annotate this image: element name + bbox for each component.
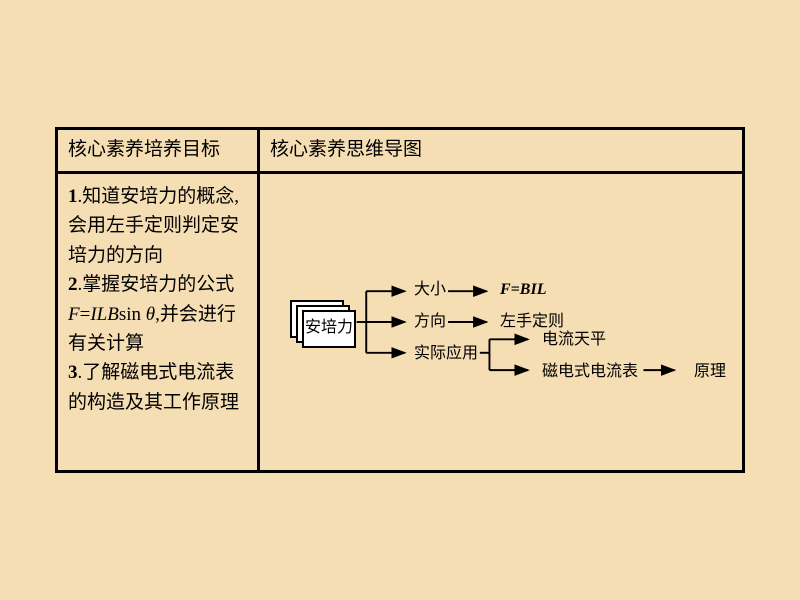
branch-app-sub1: 电流天平 <box>542 330 606 351</box>
objectives-text: 1.知道安培力的概念,会用左手定则判定安培力的方向2.掌握安培力的公式 F=IL… <box>68 182 247 418</box>
header-right-text: 核心素养思维导图 <box>270 139 422 160</box>
header-left-text: 核心素养培养目标 <box>68 139 220 160</box>
header-row: 核心素养培养目标 核心素养思维导图 <box>58 130 742 174</box>
mind-map-diagram: 安培力 大小 F=BIL 方向 左手定则 实际应用 电流天平 磁电式电流表 原理 <box>270 182 732 462</box>
header-right-cell: 核心素养思维导图 <box>260 130 742 171</box>
branch-app-sub2-result: 原理 <box>694 362 726 383</box>
root-label: 安培力 <box>305 318 353 339</box>
branch-size-formula: F=BIL <box>500 280 546 301</box>
diagram-cell: 安培力 大小 F=BIL 方向 左手定则 实际应用 电流天平 磁电式电流表 原理 <box>260 174 742 470</box>
header-left-cell: 核心素养培养目标 <box>58 130 260 171</box>
objectives-cell: 1.知道安培力的概念,会用左手定则判定安培力的方向2.掌握安培力的公式 F=IL… <box>58 174 260 470</box>
content-table: 核心素养培养目标 核心素养思维导图 1.知道安培力的概念,会用左手定则判定安培力… <box>55 127 745 473</box>
branch-size: 大小 <box>414 280 446 301</box>
root-doc-icon: 安培力 <box>290 300 360 350</box>
branch-app-sub2: 磁电式电流表 <box>542 362 638 383</box>
doc-page-front: 安培力 <box>302 310 356 348</box>
body-row: 1.知道安培力的概念,会用左手定则判定安培力的方向2.掌握安培力的公式 F=IL… <box>58 174 742 470</box>
branch-application: 实际应用 <box>414 344 478 365</box>
branch-direction: 方向 <box>414 312 446 333</box>
